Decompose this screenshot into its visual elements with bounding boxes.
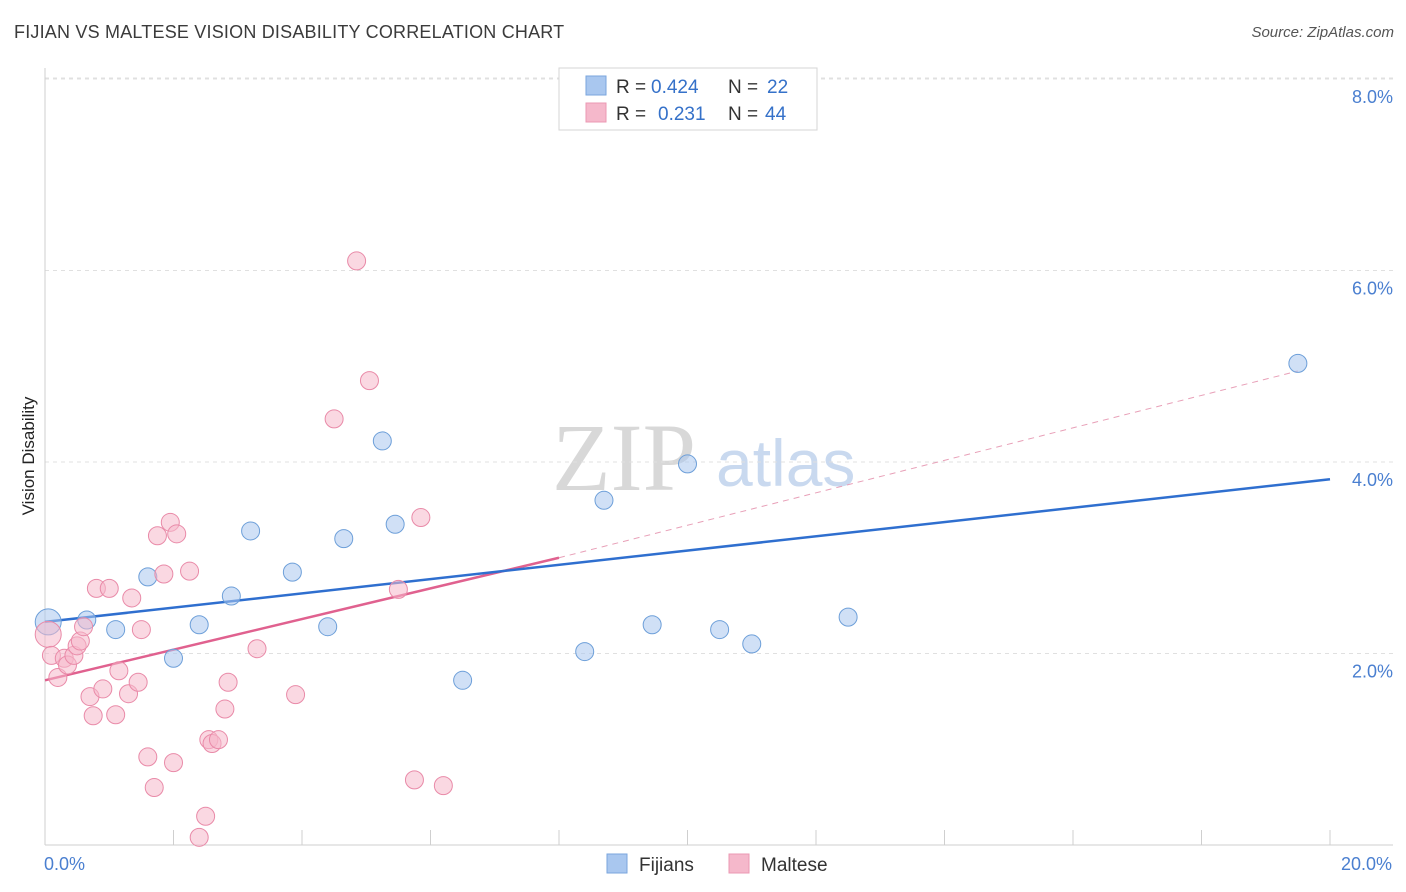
point-fijians — [189, 615, 209, 635]
point-maltese — [218, 672, 238, 692]
legend-label-fijians: Fijians — [639, 855, 694, 876]
y-axis-title: Vision Disability — [19, 396, 38, 515]
legend-swatch-fijians — [606, 853, 628, 874]
point-maltese — [109, 661, 129, 681]
chart-title: FIJIAN VS MALTESE VISION DISABILITY CORR… — [14, 22, 565, 42]
point-maltese — [154, 564, 174, 584]
point-fijians — [385, 514, 405, 534]
point-maltese — [83, 706, 103, 726]
point-maltese — [247, 639, 267, 659]
y-tick-label: 8.0% — [1352, 87, 1393, 107]
x-tick-label: 0.0% — [44, 854, 85, 874]
point-maltese — [122, 588, 142, 608]
legend-bottom: Fijians Maltese — [606, 853, 828, 876]
point-maltese — [189, 827, 209, 847]
point-fijians — [106, 620, 126, 640]
point-fijians — [164, 648, 183, 668]
legend-swatch-maltese — [585, 102, 607, 123]
axes: 0.0% 20.0% 2.0% 4.0% 6.0% 8.0% — [44, 68, 1393, 874]
point-maltese — [208, 730, 228, 750]
point-fijians — [838, 607, 858, 627]
point-maltese — [388, 579, 408, 599]
point-maltese — [144, 778, 164, 798]
point-maltese — [215, 699, 235, 719]
point-maltese — [164, 753, 183, 773]
point-fijians — [282, 562, 302, 582]
point-maltese — [180, 561, 200, 581]
point-maltese — [147, 526, 167, 546]
point-fijians — [642, 615, 662, 635]
point-maltese — [34, 620, 62, 648]
watermark-atlas: atlas — [716, 426, 855, 500]
watermark-zip: ZIP — [552, 404, 696, 511]
point-fijians — [221, 586, 241, 606]
legend-n-label: N = — [728, 77, 758, 98]
legend-label-maltese: Maltese — [761, 855, 828, 876]
point-maltese — [347, 251, 367, 271]
grid — [45, 77, 1393, 654]
point-maltese — [167, 524, 187, 544]
y-tick-label: 6.0% — [1352, 279, 1393, 299]
point-fijians — [575, 642, 595, 662]
point-fijians — [678, 454, 697, 474]
trend-lines — [44, 370, 1331, 682]
legend-r-value: 0.424 — [651, 77, 699, 98]
trend-line-fijians — [44, 477, 1331, 624]
data-points — [34, 251, 1308, 847]
point-maltese — [404, 770, 424, 790]
point-fijians — [318, 617, 338, 637]
point-fijians — [334, 529, 354, 549]
legend-n-label: N = — [728, 104, 758, 125]
point-maltese — [128, 672, 148, 692]
point-maltese — [196, 806, 216, 826]
point-maltese — [74, 617, 94, 637]
legend-swatch-maltese — [728, 853, 750, 874]
legend-top: R = 0.424 N = 22 R = 0.231 N = 44 — [558, 67, 818, 131]
point-fijians — [453, 670, 473, 690]
legend-r-label: R = — [616, 104, 646, 125]
legend-swatch-fijians — [585, 75, 607, 96]
point-maltese — [433, 776, 453, 796]
point-maltese — [131, 620, 151, 640]
point-fijians — [742, 634, 762, 654]
point-maltese — [411, 508, 431, 528]
point-maltese — [324, 409, 344, 429]
legend-r-value: 0.231 — [658, 104, 706, 125]
point-fijians — [710, 620, 730, 640]
source-label: Source: ZipAtlas.com — [1251, 24, 1394, 41]
point-maltese — [359, 371, 379, 391]
point-fijians — [138, 567, 158, 587]
y-tick-label: 2.0% — [1352, 662, 1393, 682]
point-fijians — [372, 431, 392, 451]
legend-n-value: 22 — [767, 77, 788, 98]
trend-line-maltese — [44, 556, 560, 682]
point-maltese — [138, 747, 158, 767]
watermark: ZIP atlas — [552, 404, 855, 511]
point-maltese — [106, 705, 126, 725]
x-tick-label: 20.0% — [1341, 854, 1392, 874]
point-maltese — [286, 685, 306, 705]
point-fijians — [241, 521, 261, 541]
legend-n-value: 44 — [765, 104, 787, 125]
point-maltese — [93, 679, 113, 699]
point-fijians — [594, 490, 614, 510]
point-maltese — [99, 578, 119, 598]
y-tick-label: 4.0% — [1352, 470, 1393, 490]
point-fijians — [1288, 353, 1308, 373]
legend-r-label: R = — [616, 77, 646, 98]
